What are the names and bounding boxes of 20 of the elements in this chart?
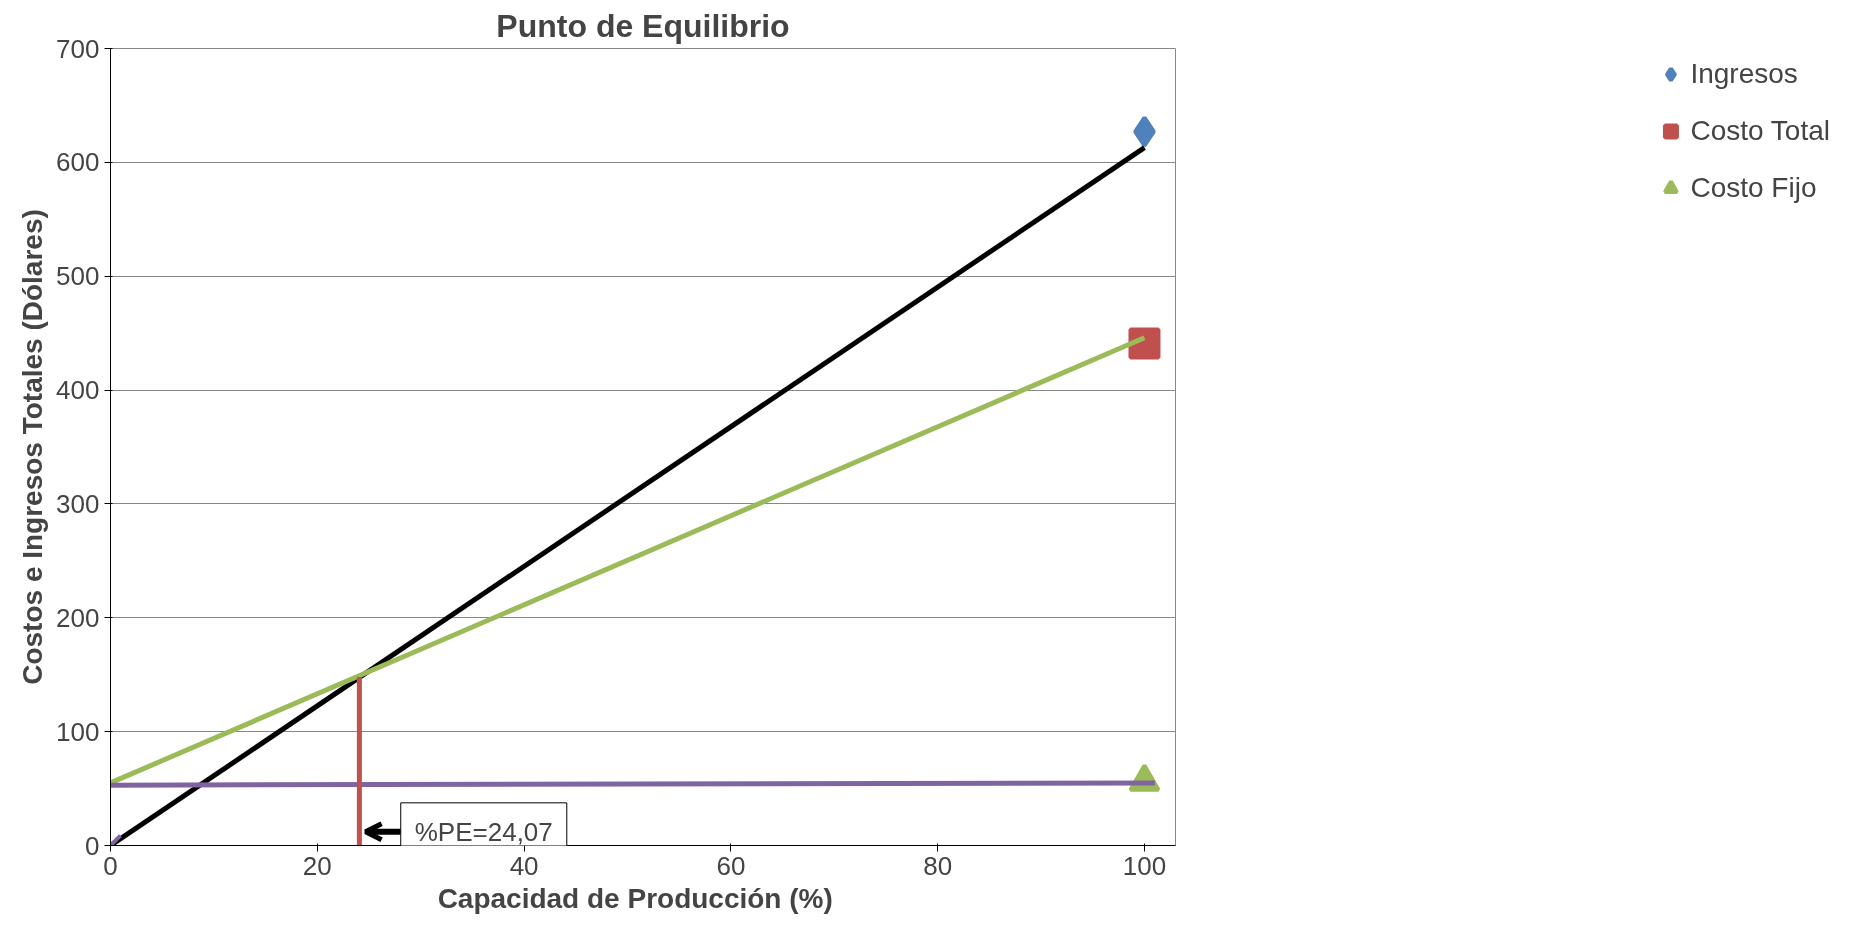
x-tick-label: 80: [923, 850, 953, 881]
y-tick-label: 0: [85, 830, 100, 861]
legend-label: Costo Fijo: [1690, 172, 1817, 204]
x-tick-label: 100: [1122, 850, 1167, 881]
y-tick-label: 200: [56, 602, 100, 633]
y-tick-label: 600: [56, 147, 100, 178]
x-tick-label: 20: [302, 850, 332, 881]
annotation: %PE=24,07: [414, 816, 553, 847]
legend-label: Costo Total: [1690, 115, 1830, 147]
y-tick-label: 100: [56, 716, 100, 747]
y-tick-label: 500: [56, 261, 100, 292]
chart-title: Punto de Equilibrio: [496, 7, 790, 44]
x-axis-title: Capacidad de Producción (%): [437, 882, 833, 914]
legend-label: Ingresos: [1690, 58, 1798, 90]
y-tick-label: 700: [56, 33, 100, 64]
y-tick-label: 300: [56, 488, 100, 519]
x-tick-label: 40: [509, 850, 539, 881]
y-axis-title: Costos e Ingresos Totales (Dólares): [17, 209, 49, 685]
x-tick-label: 60: [716, 850, 746, 881]
y-tick-label: 400: [56, 375, 100, 406]
